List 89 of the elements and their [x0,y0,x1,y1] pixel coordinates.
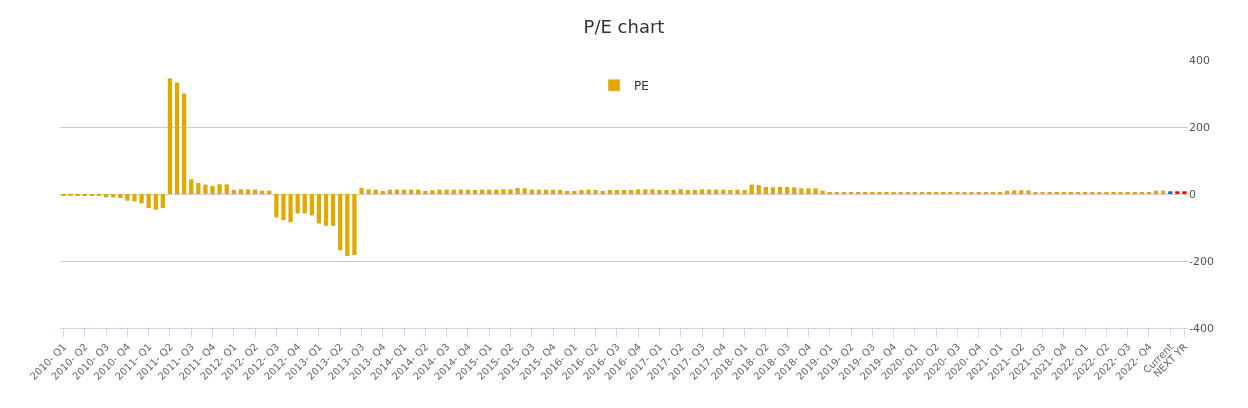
bar [245,189,251,194]
bar [1182,191,1187,194]
bar [210,185,215,194]
bar [352,194,357,255]
bar [692,189,698,194]
bar [600,190,605,194]
bar [380,190,385,194]
bar [472,189,478,194]
bar [728,189,733,194]
bar [153,194,158,210]
bar [763,186,769,194]
bar [671,189,676,194]
bar [770,187,776,194]
bar [1019,190,1024,194]
bar [274,194,279,218]
bar [650,189,655,194]
bar [132,194,137,202]
bar [614,189,620,194]
bar [572,190,577,194]
bar [1175,191,1180,194]
bar [565,190,570,194]
bar [146,194,151,209]
y-tick-label: 0 [1189,187,1196,201]
bar [196,182,201,194]
bar [174,82,180,194]
bar [323,194,329,226]
bar [423,190,428,194]
bar [366,189,371,194]
bar [182,93,187,194]
bar [515,187,520,194]
bar [678,189,683,194]
bar [777,186,783,194]
bar [1026,190,1031,194]
chart-title: P/E chart [583,16,665,37]
bar [281,194,286,221]
bar [295,194,300,214]
bar [636,189,641,194]
bar [742,189,747,194]
bar [437,189,442,194]
bar [685,189,690,194]
bar [579,189,584,194]
bar [699,189,705,194]
bar [522,188,527,194]
bar [217,184,222,194]
bar [231,189,236,194]
bar [224,184,229,194]
bar [316,194,322,224]
bar [749,184,754,194]
bar [309,194,314,216]
bar [1168,191,1173,194]
bar [1012,190,1017,194]
legend-label: PE [634,78,649,93]
y-tick-label: -200 [1189,254,1214,268]
bar [302,194,307,214]
bar [189,179,194,194]
bar [664,189,669,194]
bar [657,189,662,194]
bar [607,189,612,194]
bar [643,189,648,194]
bar [586,189,591,194]
bar [331,194,336,226]
y-tick-label: 200 [1189,120,1210,134]
bar [345,194,350,256]
bar [430,190,435,194]
bar [628,189,634,194]
bar [806,188,811,194]
bar [238,189,244,194]
bar [756,184,761,194]
bar [799,188,804,194]
bar [558,189,563,194]
bar [203,184,208,194]
bar [118,194,123,199]
bar [288,194,293,223]
bar [125,194,130,201]
y-tick-label: 400 [1189,53,1210,67]
bar [338,194,343,251]
bar [139,194,144,204]
bar [501,189,506,194]
bar [593,189,598,194]
bar [785,186,790,194]
y-tick-label: -400 [1189,321,1214,335]
bar [167,78,173,194]
bar [813,188,818,194]
bar [359,187,364,194]
bar [792,187,797,194]
bar [160,194,165,209]
bar [621,189,627,194]
bar [508,189,513,194]
bar [735,189,740,194]
